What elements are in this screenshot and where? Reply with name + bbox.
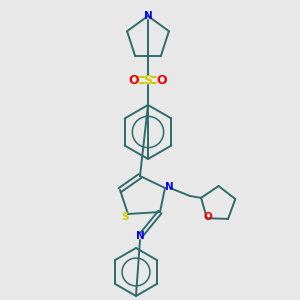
Text: N: N xyxy=(165,182,173,192)
Text: O: O xyxy=(129,74,139,86)
Text: O: O xyxy=(157,74,167,86)
Text: N: N xyxy=(144,11,152,21)
Text: N: N xyxy=(136,231,144,241)
Text: S: S xyxy=(143,74,152,86)
Text: S: S xyxy=(121,212,129,222)
Text: O: O xyxy=(203,212,212,222)
